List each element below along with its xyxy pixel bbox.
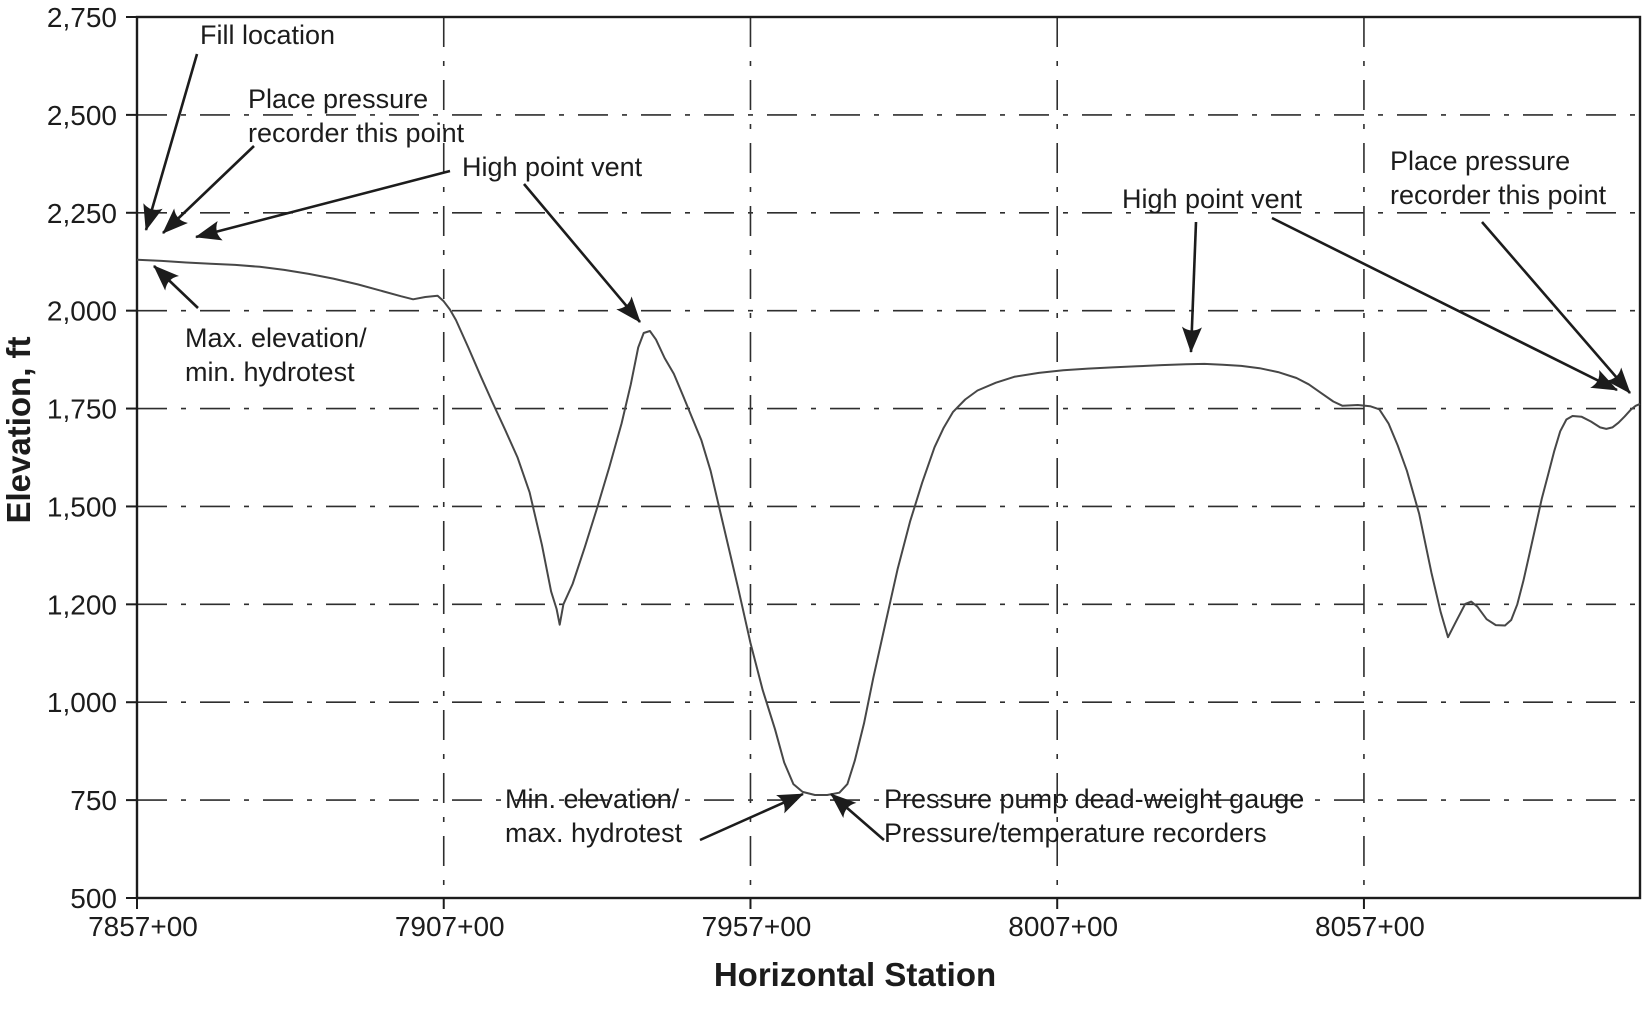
annotations: Fill location Place pressure recorder this… [143,20,1631,848]
annotation-arrow [1481,221,1631,394]
annotation-label: Fill location [200,20,335,50]
annotation-place-pressure-recorder-left: Place pressure recorder this point [162,84,465,234]
y-tick-label: 2,250 [47,198,117,229]
annotation-arrow [523,183,641,323]
annotation-label: max. hydrotest [505,818,683,848]
annotation-place-pressure-recorder-right: Place pressure recorder this point [1390,146,1631,394]
annotation-label: High point vent [462,152,643,182]
annotation-high-point-vent-left: High point vent [195,152,643,323]
annotation-label: recorder this point [1390,180,1607,210]
x-tick-label: 8057+00 [1315,911,1425,942]
plot-frame [126,15,1642,909]
y-tick-label: 2,750 [47,2,117,33]
annotation-label: Max. elevation/ [185,323,367,353]
y-tick-label: 2,500 [47,100,117,131]
gridlines [137,17,1640,898]
annotation-min-elevation-max-hydrotest: Min. elevation/max. hydrotest [505,784,804,848]
annotation-label: Pressure/temperature recorders [884,818,1267,848]
x-tick-label: 7957+00 [702,911,812,942]
axis-tick-labels: 500 750 1,000 1,200 1,500 1,750 2,000 2,250 2,50… [47,2,1425,942]
annotation-label: recorder this point [248,118,465,148]
elevation-profile-line [136,258,1641,796]
annotation-arrow [830,793,885,841]
y-tick-label: 1,200 [47,589,117,620]
y-tick-label: 2,000 [47,296,117,327]
y-tick-label: 1,750 [47,394,117,425]
x-axis-title: Horizontal Station [714,956,996,993]
annotation-label: Place pressure [1390,146,1570,176]
annotation-arrow [162,145,255,234]
annotation-arrow [1271,216,1618,392]
annotation-high-point-vent-right: High point vent [1122,184,1618,392]
annotation-label: Place pressure [248,84,428,114]
annotation-arrow [699,792,804,842]
x-tick-label: 7907+00 [395,911,505,942]
annotation-arrow [195,169,451,241]
y-tick-label: 500 [70,883,117,914]
y-tick-label: 750 [70,785,117,816]
annotation-max-elevation-min-hydrotest: Max. elevation/min. hydrotest [153,265,367,387]
annotation-arrow [143,53,199,231]
annotation-label: High point vent [1122,184,1303,214]
y-tick-label: 1,500 [47,491,117,522]
annotation-pressure-pump-recorders: Pressure pump dead-weight gauge Pressure/… [830,784,1304,848]
annotation-label: min. hydrotest [185,357,355,387]
x-tick-label: 8007+00 [1008,911,1118,942]
annotation-label: Min. elevation/ [505,784,680,814]
annotation-arrow [153,265,199,309]
plot-border [135,15,1642,900]
x-tick-label: 7857+00 [88,911,198,942]
annotation-fill-location: Fill location [143,20,335,231]
profile-polyline [136,258,1641,796]
y-axis-title: Elevation, ft [0,336,37,523]
annotation-label: Pressure pump dead-weight gauge [884,784,1304,814]
y-tick-label: 1,000 [47,687,117,718]
annotation-arrow [1181,221,1202,353]
